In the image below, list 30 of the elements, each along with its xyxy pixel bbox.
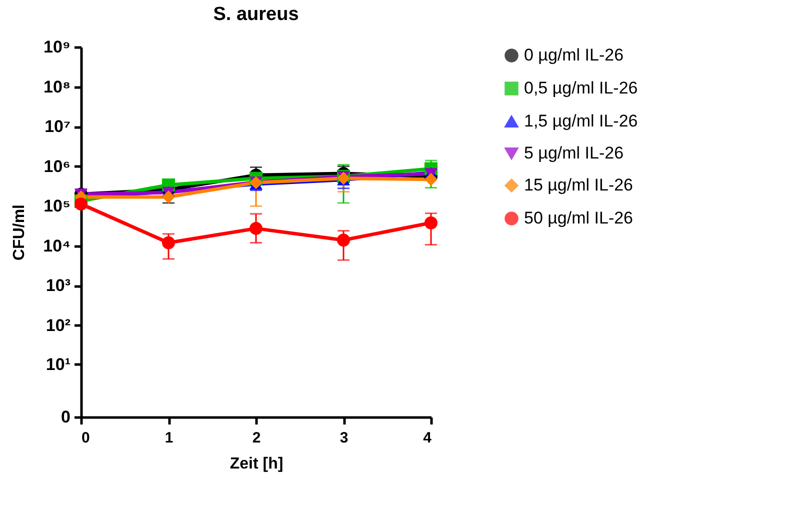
y-tick-label: 10⁵ [44, 196, 70, 216]
x-tick-label: 4 [423, 430, 432, 446]
y-tick-label: 0 [61, 408, 70, 426]
y-tick-label: 10³ [46, 276, 71, 296]
point [424, 172, 438, 186]
point [249, 222, 263, 235]
y-axis-title: CFU/ml [11, 204, 28, 260]
x-tick-label: 0 [82, 430, 90, 446]
y-tick-label: 10⁷ [44, 117, 70, 136]
point [336, 234, 350, 247]
legend-label: 5 µg/ml IL-26 [524, 144, 624, 162]
y-tick-label: 10⁹ [44, 38, 70, 56]
y-tick-label: 10⁶ [44, 156, 70, 176]
point [74, 198, 88, 211]
chart-title: S. aureus [213, 4, 299, 25]
y-tick-label: 10¹ [46, 354, 71, 374]
legend-label: 15 µg/ml IL-26 [524, 176, 634, 194]
legend-label: 0,5 µg/ml IL-26 [524, 78, 638, 98]
y-tick-label: 10⁴ [43, 236, 70, 256]
x-axis-title: Zeit [h] [230, 456, 284, 472]
point [424, 216, 438, 230]
x-tick-label: 3 [340, 430, 348, 446]
x-tick-label: 1 [164, 430, 174, 446]
legend-label: 0 µg/ml IL-26 [524, 46, 624, 64]
point [162, 236, 176, 250]
legend-label: 50 µg/ml IL-26 [524, 208, 634, 228]
y-tick-label: 10² [46, 316, 71, 335]
x-tick-label: 2 [252, 430, 261, 446]
y-tick-label: 10⁸ [44, 77, 70, 96]
legend-label: 1,5 µg/ml IL-26 [524, 112, 638, 130]
